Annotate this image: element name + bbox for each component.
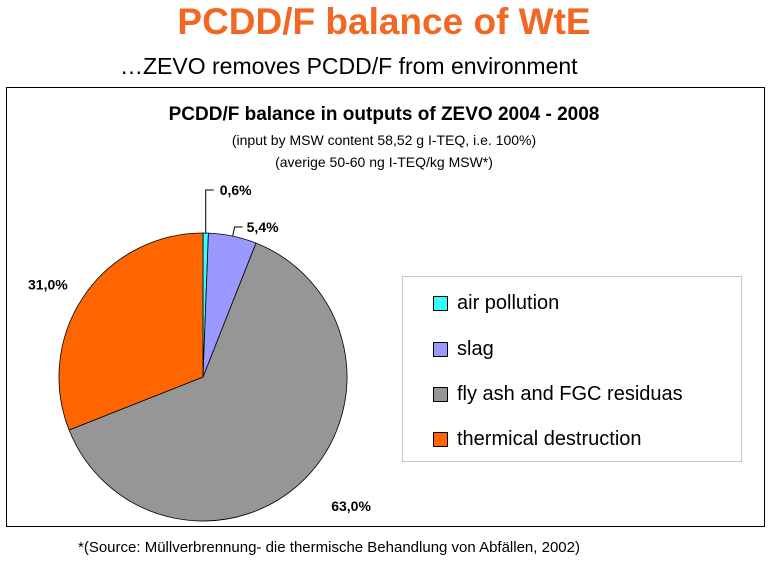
data-label-thermical-destruction: 31,0% <box>28 277 68 293</box>
slide-title: PCDD/F balance of WtE <box>177 1 591 42</box>
legend-swatch-slag <box>433 341 448 357</box>
slide-subtitle: …ZEVO removes PCDD/F from environment <box>120 53 578 79</box>
legend-item-fly-ash: fly ash and FGC residuas <box>433 380 683 408</box>
legend-item-thermical-destruction: thermical destruction <box>433 425 642 453</box>
legend-swatch-fly-ash <box>433 386 448 402</box>
leader-line-air-pollution <box>205 189 214 234</box>
legend-item-air-pollution: air pollution <box>433 289 559 317</box>
legend-label-thermical-destruction: thermical destruction <box>457 427 642 450</box>
legend-swatch-air-pollution <box>433 295 448 311</box>
pie-slice-fly-ash <box>68 242 348 522</box>
pie-slice-thermical-destruction <box>58 232 204 431</box>
source-footnote: *(Source: Müllverbrennung- die thermisch… <box>78 539 580 556</box>
legend-item-slag: slag <box>433 335 494 363</box>
legend-swatch-thermical-destruction <box>433 431 448 447</box>
legend-label-slag: slag <box>457 337 494 360</box>
data-label-slag: 5,4% <box>247 219 279 235</box>
chart-subtitle-line-1: (input by MSW content 58,52 g I-TEQ, i.e… <box>231 132 537 148</box>
chart-title: PCDD/F balance in outputs of ZEVO 2004 -… <box>168 104 600 125</box>
leader-line-slag <box>232 226 243 237</box>
data-label-fly-ash: 63,0% <box>331 498 371 514</box>
chart-subtitle-line-2: (averige 50-60 ng I-TEQ/kg MSW*) <box>275 154 493 170</box>
legend-label-fly-ash: fly ash and FGC residuas <box>457 382 683 405</box>
legend-label-air-pollution: air pollution <box>457 291 560 314</box>
data-label-air-pollution: 0,6% <box>220 182 252 198</box>
chart-legend: air pollution slag fly ash and FGC resid… <box>402 276 742 462</box>
